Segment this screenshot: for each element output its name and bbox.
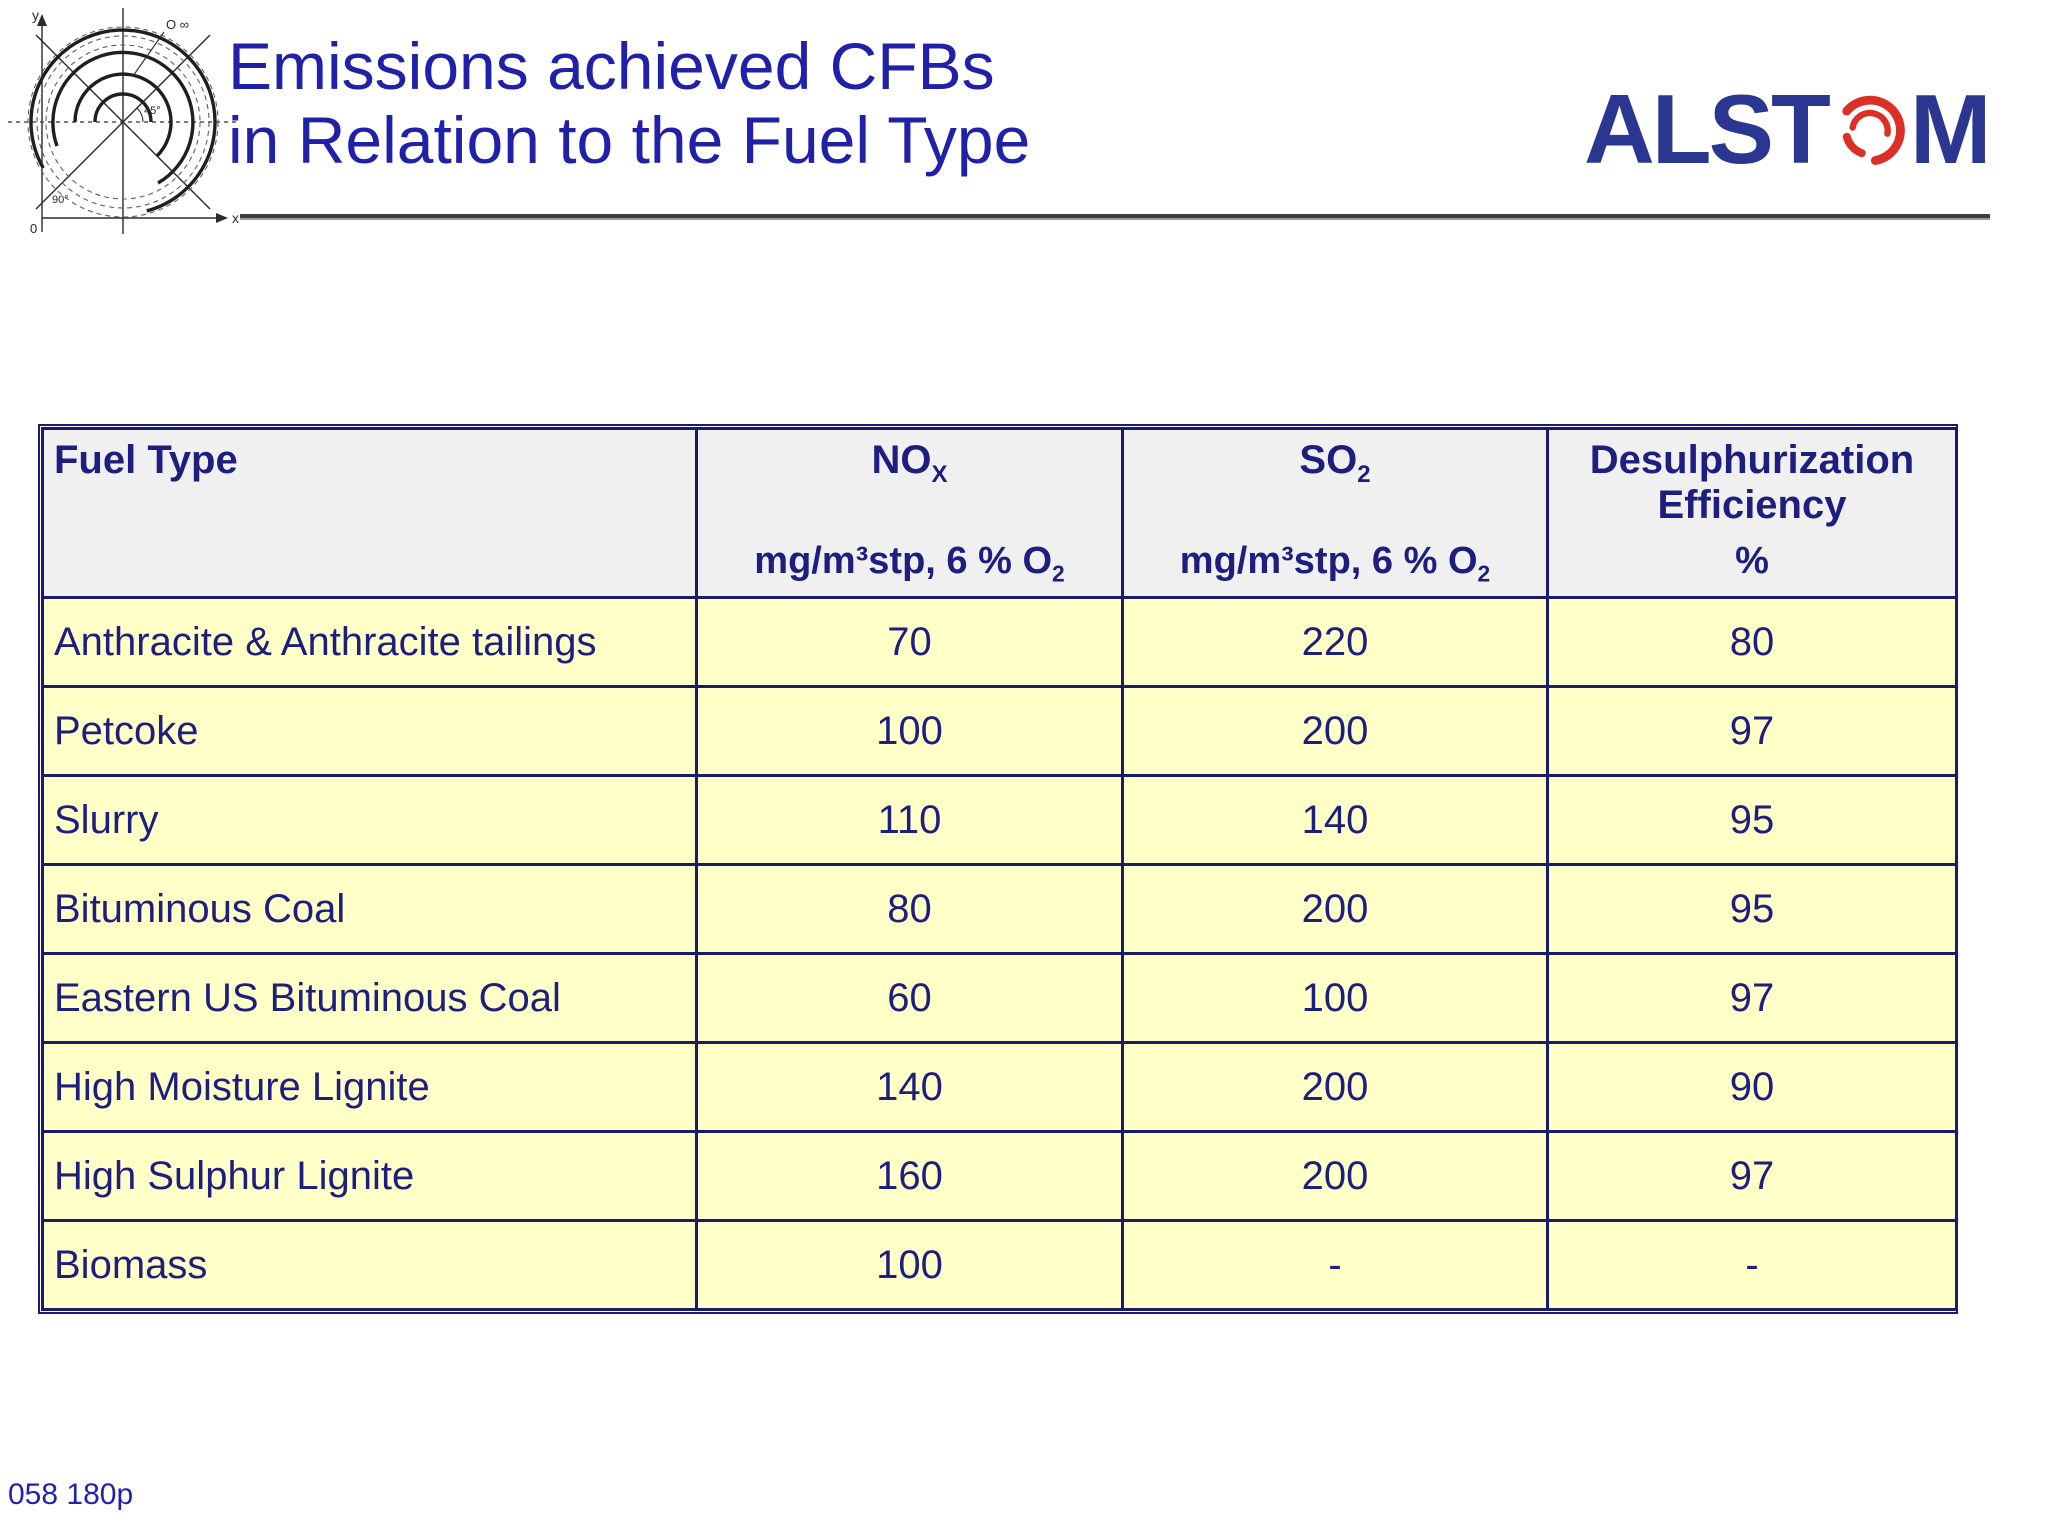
cyclone-spiral-drawing: y x 0 45° 90° O ∞: [8, 7, 239, 236]
slide-footer-code: 058 180p: [8, 1478, 134, 1511]
nox-cell: 160: [695, 1130, 1124, 1222]
nox-cell: 60: [695, 952, 1124, 1044]
header-fuel-type-unit: [44, 540, 695, 596]
header-fuel-type: Fuel Type: [41, 427, 698, 599]
table-row: Bituminous Coal 80 200 95: [41, 863, 1958, 955]
fuel-cell: Biomass: [41, 1219, 698, 1311]
so2-cell: -: [1121, 1219, 1549, 1311]
efficiency-cell: 97: [1546, 685, 1958, 777]
table-row: Slurry 110 140 95: [41, 774, 1958, 866]
nox-cell: 110: [695, 774, 1124, 866]
so2-sub: 2: [1357, 461, 1371, 488]
so2-cell: 200: [1121, 863, 1549, 955]
efficiency-cell: -: [1546, 1219, 1958, 1311]
efficiency-cell: 95: [1546, 863, 1958, 955]
table-row: Eastern US Bituminous Coal 60 100 97: [41, 952, 1958, 1044]
nox-cell: 100: [695, 1219, 1124, 1311]
table-header-row: Fuel Type NOX mg/m³stp, 6 % O2 SO2 mg/m³…: [41, 427, 1958, 599]
nox-cell: 70: [695, 596, 1124, 688]
fuel-cell: Bituminous Coal: [41, 863, 698, 955]
header-nox-label: NOX: [698, 430, 1121, 487]
alstom-logo: ALST M: [1584, 74, 1992, 184]
red-swirl-o-icon: [1842, 95, 1905, 165]
emissions-table: Fuel Type NOX mg/m³stp, 6 % O2 SO2 mg/m³…: [38, 424, 1958, 1314]
so2-cell: 200: [1121, 1130, 1549, 1222]
table-row: Petcoke 100 200 97: [41, 685, 1958, 777]
nox-unit-sub: 2: [1052, 560, 1065, 587]
header-so2: SO2 mg/m³stp, 6 % O2: [1121, 427, 1549, 599]
header-desulphurization-label: Desulphurization Efficiency: [1589, 438, 1915, 527]
slide-title-line2: in Relation to the Fuel Type: [228, 102, 1031, 177]
slide-title-line1: Emissions achieved CFBs: [228, 29, 995, 103]
so2-unit-sub: 2: [1477, 560, 1491, 587]
slide-title: Emissions achieved CFBs in Relation to t…: [228, 29, 1031, 178]
so2-main: SO: [1299, 438, 1358, 482]
header-so2-unit: mg/m³stp, 6 % O2: [1124, 540, 1546, 596]
nox-cell: 100: [695, 685, 1124, 777]
alstom-logo-text-right: M: [1909, 74, 1992, 184]
drawing-y-axis-label: y: [32, 7, 39, 23]
header-nox: NOX mg/m³stp, 6 % O2: [695, 427, 1124, 599]
nox-cell: 140: [695, 1041, 1124, 1133]
efficiency-cell: 97: [1546, 952, 1958, 1044]
drawing-origin-label: 0: [30, 221, 37, 236]
so2-cell: 140: [1121, 774, 1549, 866]
so2-unit-main: mg/m³stp, 6 % O: [1179, 540, 1478, 582]
table-row: Biomass 100 - -: [41, 1219, 1958, 1311]
drawing-diameter-note: O ∞: [166, 17, 189, 32]
table-row: High Moisture Lignite 140 200 90: [41, 1041, 1958, 1133]
header-fuel-type-label: Fuel Type: [54, 438, 238, 482]
efficiency-cell: 95: [1546, 774, 1958, 866]
so2-cell: 200: [1121, 1041, 1549, 1133]
so2-cell: 200: [1121, 685, 1549, 777]
nox-unit-main: mg/m³stp, 6 % O: [754, 540, 1053, 582]
title-underline: [240, 214, 1990, 220]
so2-cell: 220: [1121, 596, 1549, 688]
fuel-cell: Slurry: [41, 774, 698, 866]
nox-sub: X: [931, 461, 948, 488]
header-desulphurization: Desulphurization Efficiency %: [1546, 427, 1958, 599]
so2-cell: 100: [1121, 952, 1549, 1044]
fuel-cell: Anthracite & Anthracite tailings: [41, 596, 698, 688]
table-row: High Sulphur Lignite 160 200 97: [41, 1130, 1958, 1222]
drawing-45deg-label: 45°: [144, 105, 161, 117]
header-nox-unit: mg/m³stp, 6 % O2: [698, 540, 1121, 596]
fuel-cell: High Sulphur Lignite: [41, 1130, 698, 1222]
nox-cell: 80: [695, 863, 1124, 955]
header-so2-label: SO2: [1124, 430, 1546, 487]
efficiency-cell: 97: [1546, 1130, 1958, 1222]
alstom-logo-text-left: ALST: [1584, 74, 1831, 184]
efficiency-cell: 90: [1546, 1041, 1958, 1133]
drawing-90deg-label: 90°: [52, 194, 69, 206]
fuel-cell: Petcoke: [41, 685, 698, 777]
table-row: Anthracite & Anthracite tailings 70 220 …: [41, 596, 1958, 688]
fuel-cell: Eastern US Bituminous Coal: [41, 952, 698, 1044]
fuel-cell: High Moisture Lignite: [41, 1041, 698, 1133]
efficiency-cell: 80: [1546, 596, 1958, 688]
nox-main: NO: [871, 438, 932, 482]
drawing-x-axis-label: x: [232, 210, 239, 226]
header-desulphurization-unit: %: [1735, 540, 1769, 582]
